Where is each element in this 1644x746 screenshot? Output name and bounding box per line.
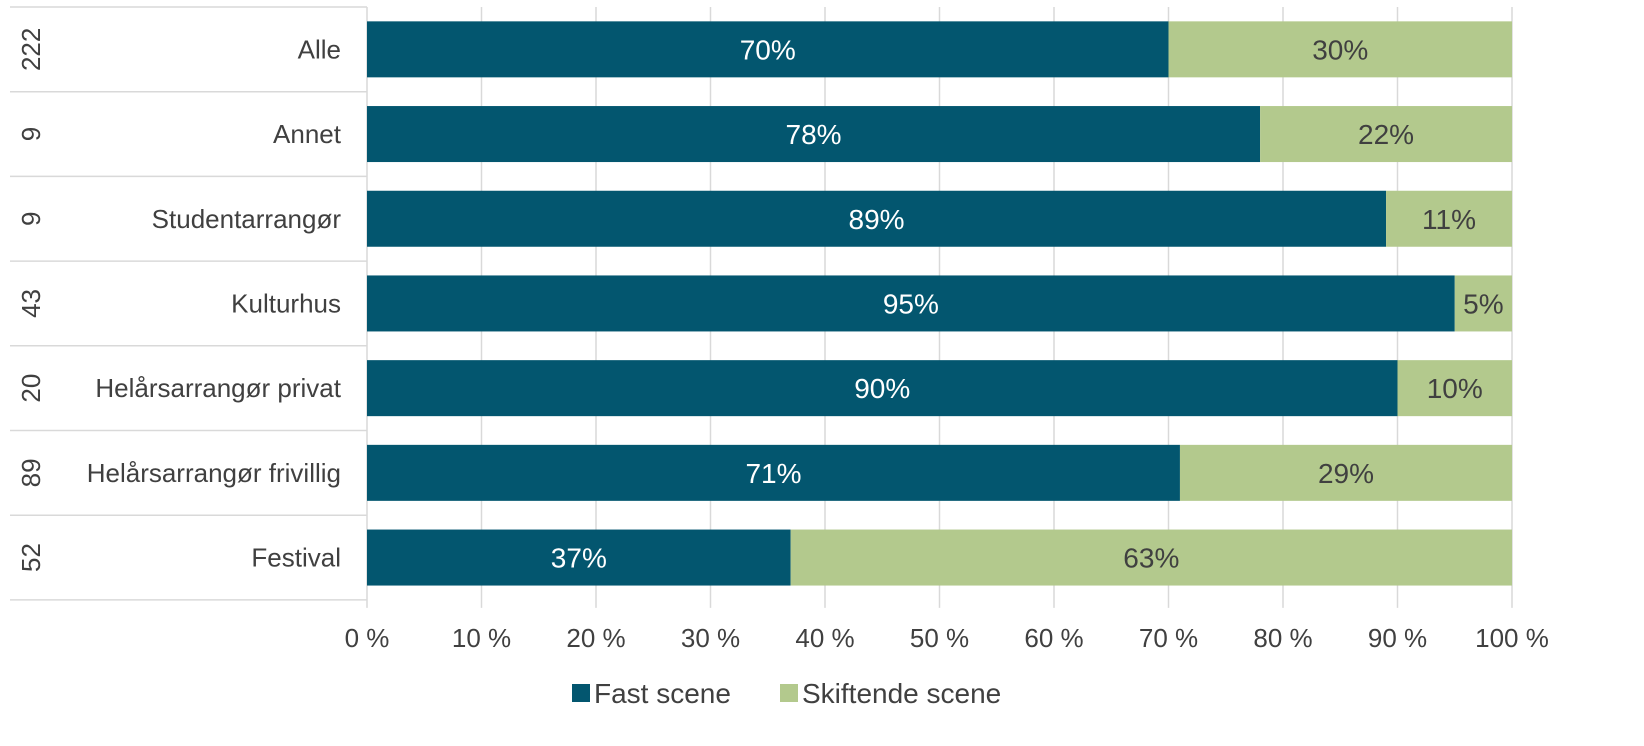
bar-fast-scene-helarsarrangor-frivillig: [367, 444, 1180, 501]
legend-label-skiftende-scene: Skiftende scene: [802, 678, 1001, 709]
bar-fast-scene-helarsarrangor-privat: [367, 360, 1398, 417]
bar-value-label: 70%: [740, 34, 796, 65]
bar-fast-scene-kulturhus: [367, 275, 1455, 332]
bar-skiftende-scene-alle: [1168, 21, 1512, 78]
x-axis-ticks: 0 % 10 % 20 % 30 % 40 % 50 % 60 % 70 % 80 % 90 % 1…: [345, 623, 1549, 653]
bar-skiftende-scene-helarsarrangor-privat: [1397, 360, 1512, 417]
bar-value-label: 71%: [745, 458, 801, 489]
bar-value-label: 10%: [1427, 373, 1483, 404]
x-tick-label: 0 %: [345, 623, 390, 653]
x-tick-label: 10 %: [452, 623, 511, 653]
bar-value-label: 5%: [1463, 288, 1503, 319]
bar-value-label: 78%: [786, 119, 842, 150]
bar-value-label: 37%: [551, 543, 607, 574]
sample-size-label: 222: [16, 28, 46, 71]
bar-fast-scene-studentarrangor: [367, 190, 1387, 247]
x-tick-label: 20 %: [566, 623, 625, 653]
category-label: Annet: [273, 119, 342, 149]
bars: 70% 30% 78% 22% 89% 11% 95% 5% 90% 10% 71% 29% 37% 63…: [367, 21, 1512, 586]
bar-skiftende-scene-kulturhus: [1454, 275, 1512, 332]
x-tick-label: 30 %: [681, 623, 740, 653]
legend-label-fast-scene: Fast scene: [594, 678, 731, 709]
sample-size-label: 9: [16, 127, 46, 141]
bar-fast-scene-annet: [367, 106, 1261, 163]
bar-fast-scene-festival: [367, 529, 791, 586]
legend-swatch-fast-scene: [572, 684, 590, 702]
category-label: Kulturhus: [231, 288, 341, 318]
bar-value-label: 95%: [883, 288, 939, 319]
bar-skiftende-scene-studentarrangor: [1386, 190, 1512, 247]
sample-size-label: 89: [16, 458, 46, 487]
bar-value-label: 30%: [1312, 34, 1368, 65]
sample-size-label: 52: [16, 543, 46, 572]
legend: Fast scene Skiftende scene: [572, 678, 1001, 709]
category-label: Helårsarrangør frivillig: [87, 458, 341, 488]
x-tick-label: 100 %: [1475, 623, 1549, 653]
bar-value-label: 89%: [849, 204, 905, 235]
bar-value-label: 11%: [1422, 204, 1476, 235]
category-label: Studentarrangør: [152, 204, 342, 234]
category-label: Helårsarrangør privat: [95, 373, 341, 403]
x-tick-label: 90 %: [1368, 623, 1427, 653]
category-label: Alle: [298, 34, 341, 64]
bar-fast-scene-alle: [367, 21, 1169, 78]
bar-value-label: 90%: [854, 373, 910, 404]
bar-value-label: 29%: [1318, 458, 1374, 489]
x-tick-label: 40 %: [795, 623, 854, 653]
legend-swatch-skiftende-scene: [780, 684, 798, 702]
sample-size-label: 43: [16, 289, 46, 318]
row-separators: [10, 6, 367, 601]
bar-value-label: 22%: [1358, 119, 1414, 150]
x-tick-label: 60 %: [1024, 623, 1083, 653]
x-tick-label: 80 %: [1253, 623, 1312, 653]
bar-skiftende-scene-festival: [790, 529, 1512, 586]
category-labels: Alle 222 Annet 9 Studentarrangør 9 Kulturhus 43…: [16, 28, 342, 573]
sample-size-label: 20: [16, 374, 46, 403]
bar-value-label: 63%: [1123, 543, 1179, 574]
category-label: Festival: [251, 543, 341, 573]
bar-skiftende-scene-helarsarrangor-frivillig: [1179, 444, 1512, 501]
x-tick-label: 50 %: [910, 623, 969, 653]
sample-size-label: 9: [16, 212, 46, 226]
bar-skiftende-scene-annet: [1260, 106, 1512, 163]
x-tick-label: 70 %: [1139, 623, 1198, 653]
